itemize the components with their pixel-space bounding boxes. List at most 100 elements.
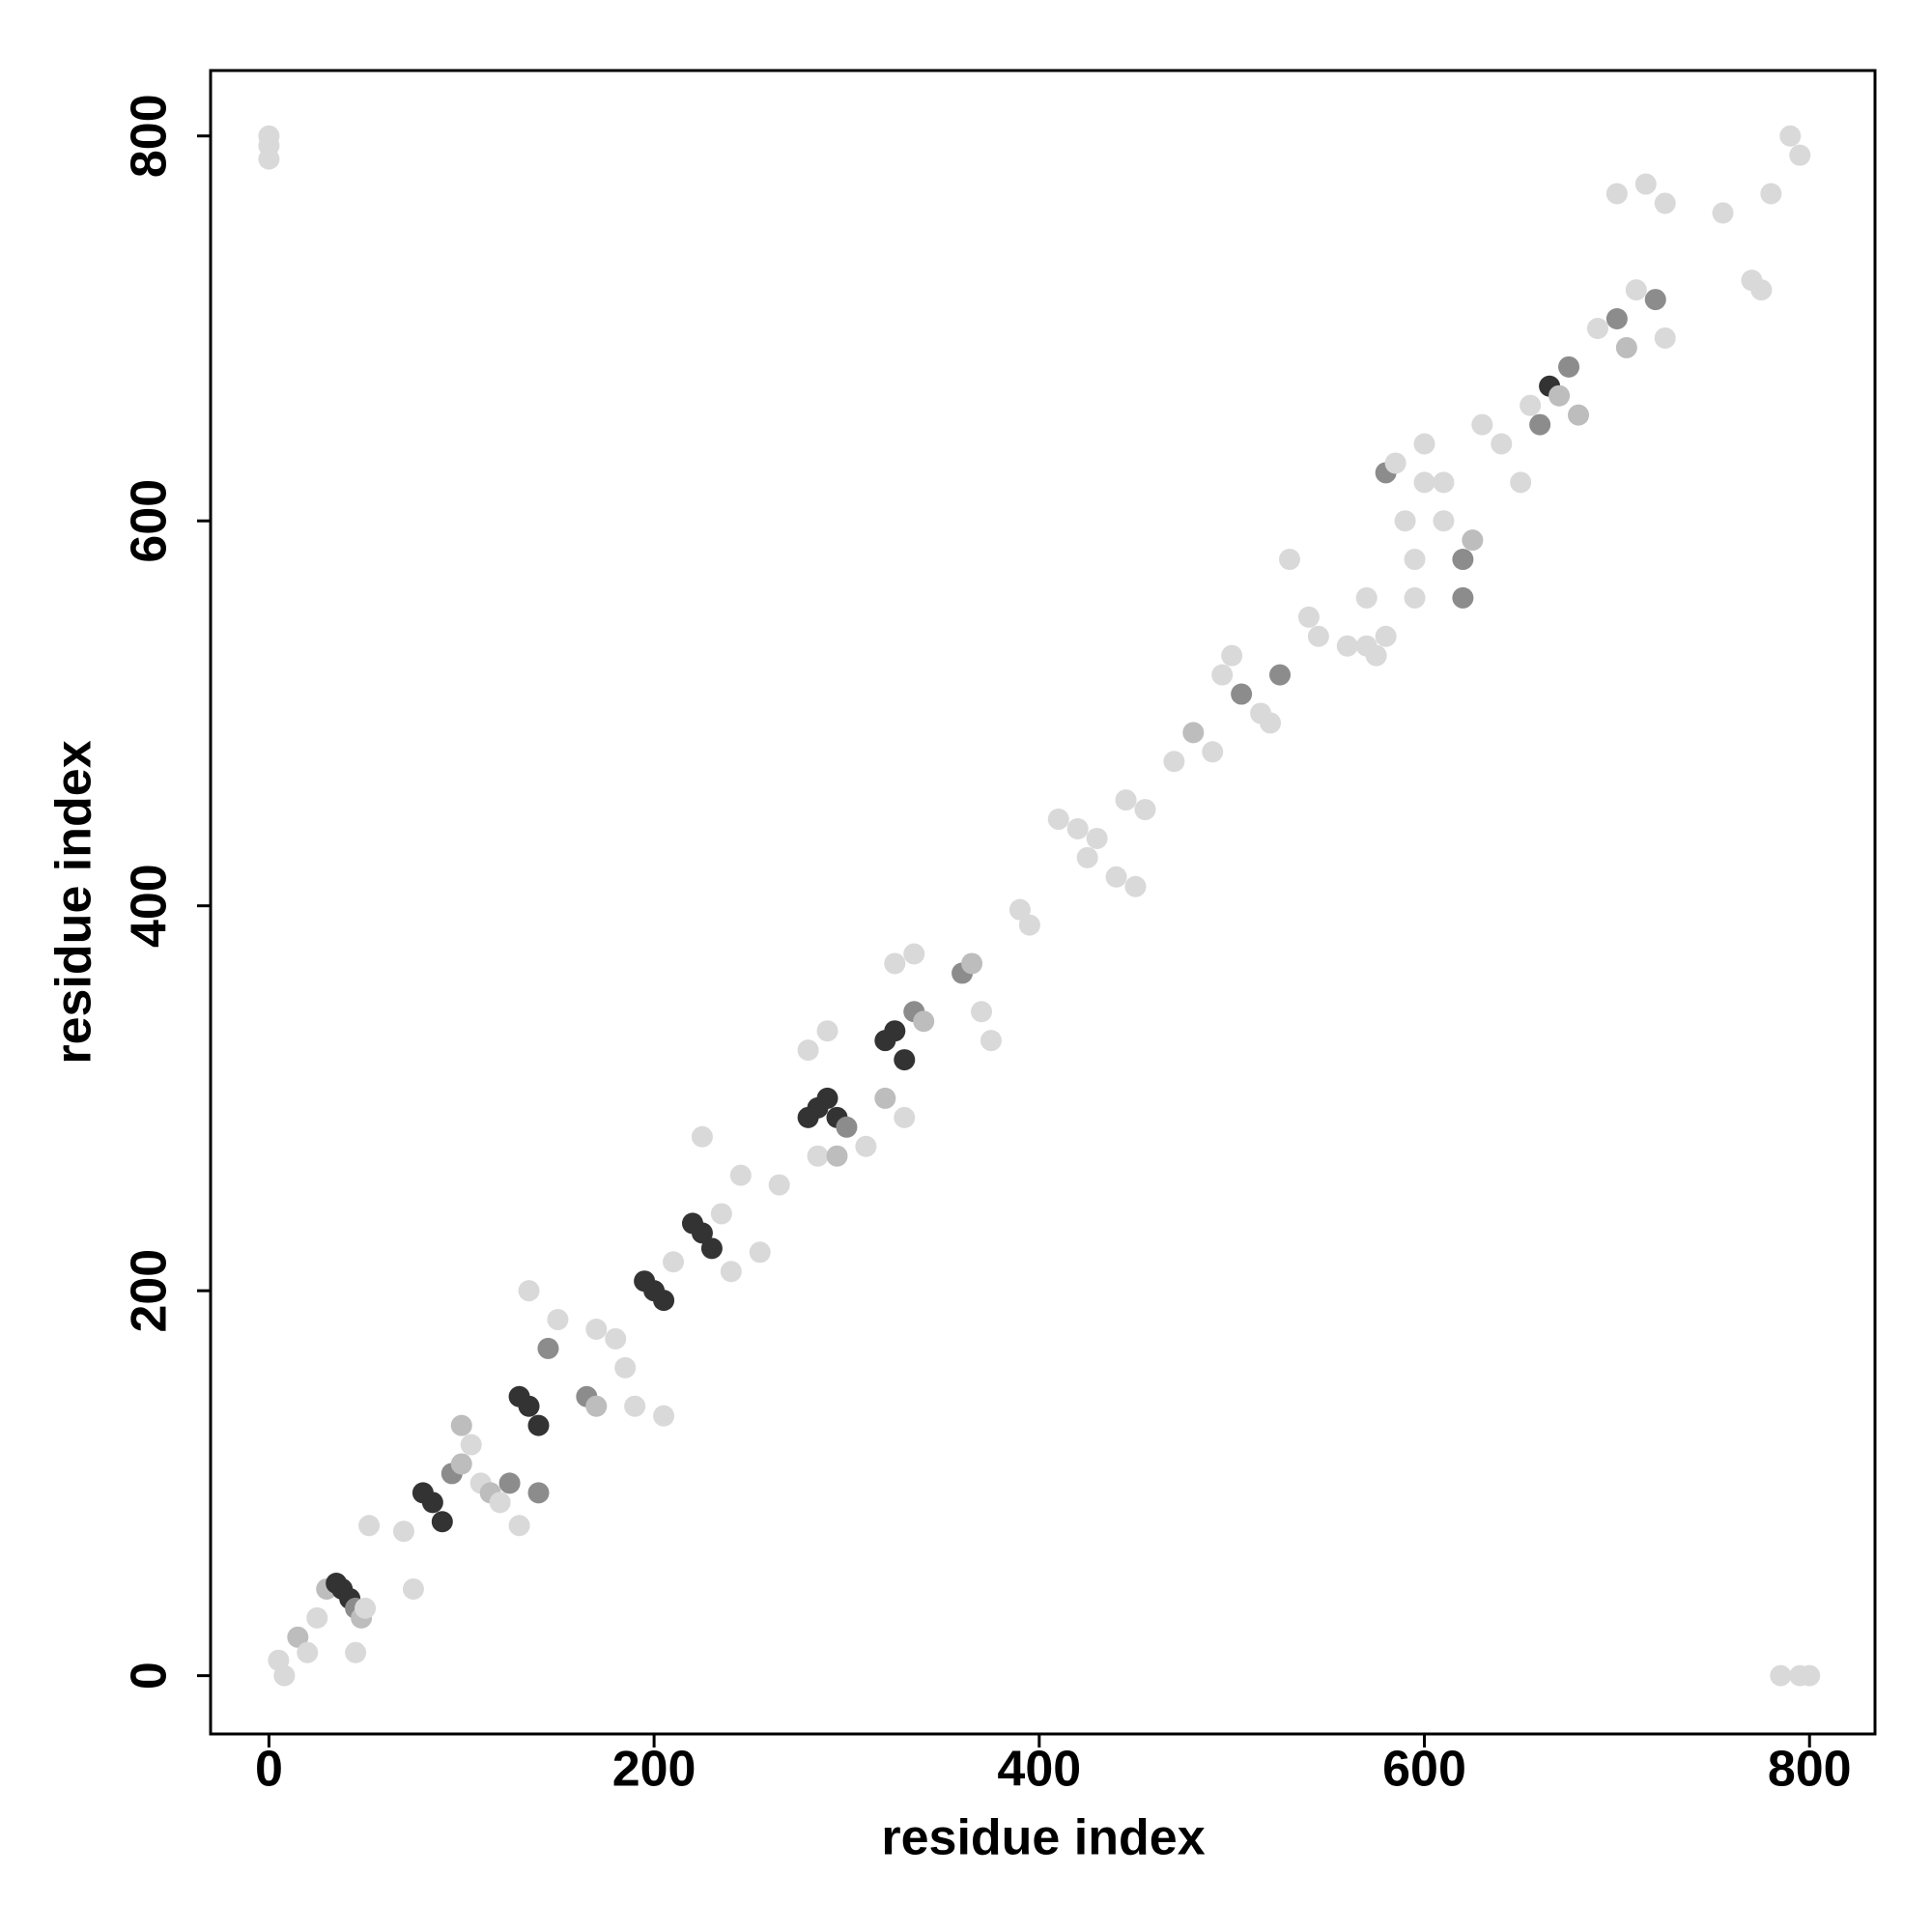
point [1404,586,1426,609]
point [392,1520,414,1543]
point [749,1241,771,1264]
point [1009,898,1031,921]
point [1163,751,1185,773]
point [1799,1664,1821,1687]
point [874,1087,896,1109]
y-tick-label: 800 [122,94,178,178]
point [1105,866,1127,888]
point [1779,125,1802,147]
x-tick-label: 400 [997,1742,1081,1798]
point [1433,471,1455,494]
point [1520,394,1542,416]
y-tick-label: 0 [122,1662,178,1690]
point [980,1030,1002,1052]
point [710,1203,732,1225]
point [1134,799,1156,821]
point [489,1492,511,1514]
point [1066,817,1089,839]
point [1336,635,1358,657]
point [605,1327,627,1350]
point [1558,355,1580,378]
point [653,1290,675,1312]
point [826,1145,848,1167]
point [884,1020,906,1042]
point [273,1664,296,1687]
point [508,1515,530,1537]
point [1404,549,1426,571]
point [358,1515,381,1537]
point [894,1106,916,1128]
point [1654,192,1676,214]
point [1644,289,1666,311]
point [816,1020,838,1042]
point [345,1641,367,1663]
x-tick-label: 600 [1382,1742,1466,1798]
point [537,1337,559,1359]
point [1789,144,1811,166]
point [1384,452,1406,474]
point [1413,433,1435,455]
point [547,1309,569,1331]
point [1278,549,1300,571]
point [1529,413,1551,436]
point [431,1511,453,1533]
point [460,1434,482,1456]
point [518,1280,540,1302]
point [1615,336,1637,358]
point [1462,529,1484,552]
point [498,1472,521,1494]
point [1491,433,1513,455]
point [653,1405,675,1427]
point [1307,625,1329,647]
point [720,1261,742,1283]
point [1605,308,1628,330]
point [614,1356,637,1378]
point [816,1087,838,1109]
point [1355,586,1378,609]
point [1586,317,1608,339]
point [691,1222,713,1244]
point [1548,384,1571,407]
point [297,1641,319,1663]
x-tick-label: 200 [612,1742,696,1798]
point [1625,279,1647,301]
point [1510,471,1532,494]
point [1471,413,1493,436]
point [913,1010,935,1033]
point [700,1237,723,1260]
point [1355,635,1378,657]
point [1086,827,1108,849]
point [1452,549,1474,571]
x-tick-label: 800 [1768,1742,1852,1798]
point [894,1049,916,1071]
point [1760,183,1782,205]
x-axis-title: residue index [881,1810,1205,1866]
y-tick-label: 400 [122,864,178,948]
point [961,952,983,975]
point [355,1597,377,1619]
point [663,1251,685,1273]
point [1182,722,1205,744]
y-tick-label: 200 [122,1249,178,1333]
point [836,1116,858,1138]
point [1712,202,1734,224]
point [585,1395,608,1417]
point [1124,875,1147,897]
point [258,148,280,170]
point [807,1145,829,1167]
point [855,1135,877,1157]
point [450,1414,472,1436]
point [1413,471,1435,494]
point [1018,914,1040,936]
point [1269,664,1292,686]
point [1231,683,1253,705]
point [1654,327,1676,349]
point [1076,846,1098,868]
point [1750,279,1773,301]
point [287,1626,309,1648]
point [1770,1664,1792,1687]
point [903,943,925,965]
point [518,1395,540,1417]
point [624,1395,646,1417]
